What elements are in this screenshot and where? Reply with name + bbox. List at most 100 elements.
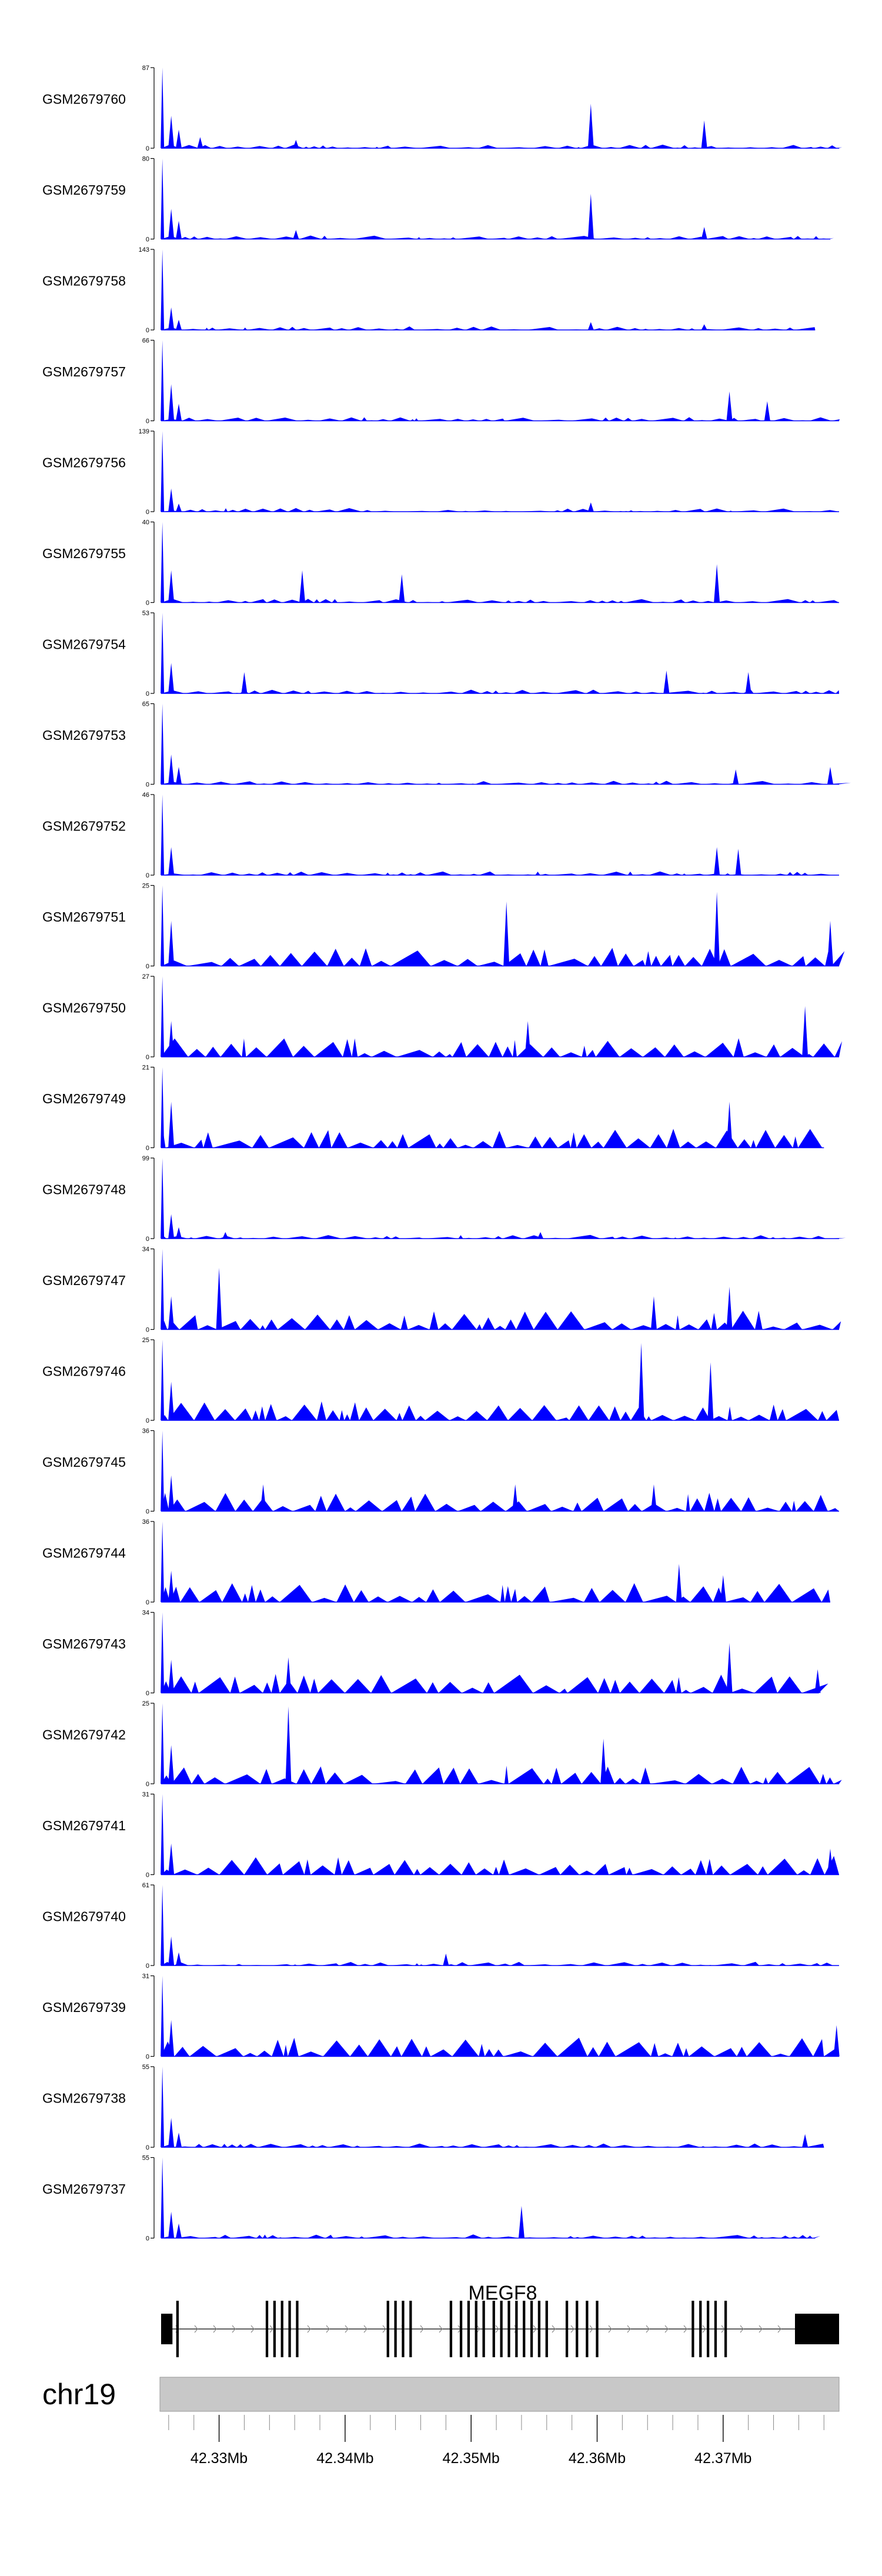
sample-label: GSM2679755 [42, 546, 126, 561]
coverage-peak [161, 1067, 165, 1148]
sample-label: GSM2679743 [42, 1636, 126, 1651]
sample-label: GSM2679760 [42, 92, 126, 107]
gene-exon [699, 2301, 702, 2357]
coverage-area [161, 326, 816, 330]
coverage-peak [161, 340, 165, 421]
y-axis-max-label: 21 [142, 1065, 149, 1072]
gene-exon [402, 2301, 405, 2357]
y-axis-zero-label: 0 [146, 1690, 149, 1697]
coverage-area [161, 1038, 842, 1057]
sample-label: GSM2679745 [42, 1454, 126, 1470]
strand-chevron [476, 2325, 480, 2333]
coverage-peak [161, 1430, 165, 1511]
coverage-peak [168, 1296, 175, 1330]
sample-label: GSM2679737 [42, 2181, 126, 2197]
strand-chevron [250, 2325, 255, 2333]
coverage-peak [714, 847, 720, 875]
coverage-peak [161, 1612, 165, 1693]
gene-name-label: MEGF8 [468, 2282, 537, 2304]
y-axis-max-label: 80 [142, 156, 149, 163]
genome-axis-track: chr19 42.33Mb 42.34Mb 42.35Mb 42.36Mb 42.37M… [42, 2377, 840, 2467]
coverage-peak [285, 1706, 292, 1784]
coverage-peak [726, 1102, 733, 1148]
coverage-peak [161, 795, 165, 875]
gene-model-track: MEGF8 [161, 2282, 839, 2357]
coverage-peak [587, 193, 594, 239]
y-axis-max-label: 31 [142, 1791, 149, 1798]
y-axis-zero-label: 0 [146, 1963, 149, 1970]
gene-exon [545, 2301, 548, 2357]
y-axis-max-label: 34 [142, 1246, 149, 1253]
strand-chevron [702, 2325, 706, 2333]
coverage-area [161, 871, 834, 875]
coverage-peak [168, 570, 175, 603]
coverage-peak [168, 1475, 175, 1511]
coverage-area [161, 599, 839, 603]
strand-chevron [307, 2325, 311, 2333]
coverage-peak [701, 324, 707, 330]
coverage-peak [176, 2223, 182, 2238]
y-axis-zero-label: 0 [146, 1327, 149, 1334]
track-GSM2679747: GSM2679747 34 0 [42, 1246, 841, 1334]
y-axis-max-label: 25 [142, 1700, 149, 1707]
y-axis-max-label: 65 [142, 701, 149, 708]
track-GSM2679750: GSM2679750 27 0 [42, 973, 842, 1061]
track-GSM2679742: GSM2679742 25 0 [42, 1700, 842, 1788]
sample-label: GSM2679744 [42, 1546, 126, 1561]
y-axis-max-label: 36 [142, 1519, 149, 1526]
coverage-peak [600, 1739, 607, 1784]
chromosome-ideogram [159, 2377, 840, 2412]
coverage-peak [176, 221, 182, 239]
coverage-peak [168, 115, 175, 148]
coverage-area [161, 417, 840, 421]
sample-label: GSM2679751 [42, 909, 126, 925]
coverage-peak [701, 226, 707, 239]
gene-exon [565, 2301, 569, 2357]
gene-exon [273, 2301, 276, 2357]
track-GSM2679752: GSM2679752 46 0 [42, 792, 839, 879]
strand-chevron [646, 2325, 650, 2333]
coverage-peak [720, 1575, 726, 1602]
gene-exon [467, 2301, 470, 2357]
coverage-peak [827, 1848, 833, 1875]
coverage-peak [168, 1745, 175, 1784]
track-GSM2679758: GSM2679758 143 0 [42, 246, 816, 334]
gene-exon [500, 2301, 503, 2357]
coverage-area [161, 1234, 846, 1239]
track-GSM2679740: GSM2679740 61 0 [42, 1882, 839, 1970]
y-axis-zero-label: 0 [146, 1781, 149, 1788]
sample-label: GSM2679746 [42, 1364, 126, 1379]
sample-label: GSM2679738 [42, 2091, 126, 2106]
coverage-peak [168, 488, 175, 512]
strand-chevron [552, 2325, 556, 2333]
coverage-peak [161, 522, 165, 603]
coverage-peak [161, 613, 165, 693]
coverage-peak [161, 68, 165, 148]
gene-exon [714, 2301, 717, 2357]
coverage-peak [707, 1362, 714, 1420]
y-axis-max-label: 55 [142, 2155, 149, 2162]
track-GSM2679754: GSM2679754 53 0 [42, 610, 839, 698]
track-GSM2679746: GSM2679746 25 0 [42, 1337, 839, 1424]
y-axis-zero-label: 0 [146, 327, 149, 334]
coverage-peak [161, 976, 165, 1057]
strand-chevron [363, 2325, 368, 2333]
coverage-peak [503, 901, 510, 966]
y-axis-zero-label: 0 [146, 509, 149, 516]
y-axis-max-label: 40 [142, 519, 149, 526]
sample-label: GSM2679749 [42, 1091, 126, 1106]
y-axis-max-label: 25 [142, 883, 149, 890]
gene-exon [794, 2314, 839, 2344]
coverage-peak [161, 2157, 165, 2238]
strand-chevron [683, 2325, 687, 2333]
coverage-peak [161, 1885, 165, 1966]
coverage-peak [176, 129, 182, 148]
coverage-peak [802, 2134, 808, 2147]
strand-chevron [232, 2325, 236, 2333]
coverage-peak [168, 2118, 175, 2147]
coverage-area [161, 144, 842, 148]
coverage-peak [814, 1669, 821, 1693]
coverage-peak [222, 1232, 229, 1239]
strand-chevron [420, 2325, 424, 2333]
